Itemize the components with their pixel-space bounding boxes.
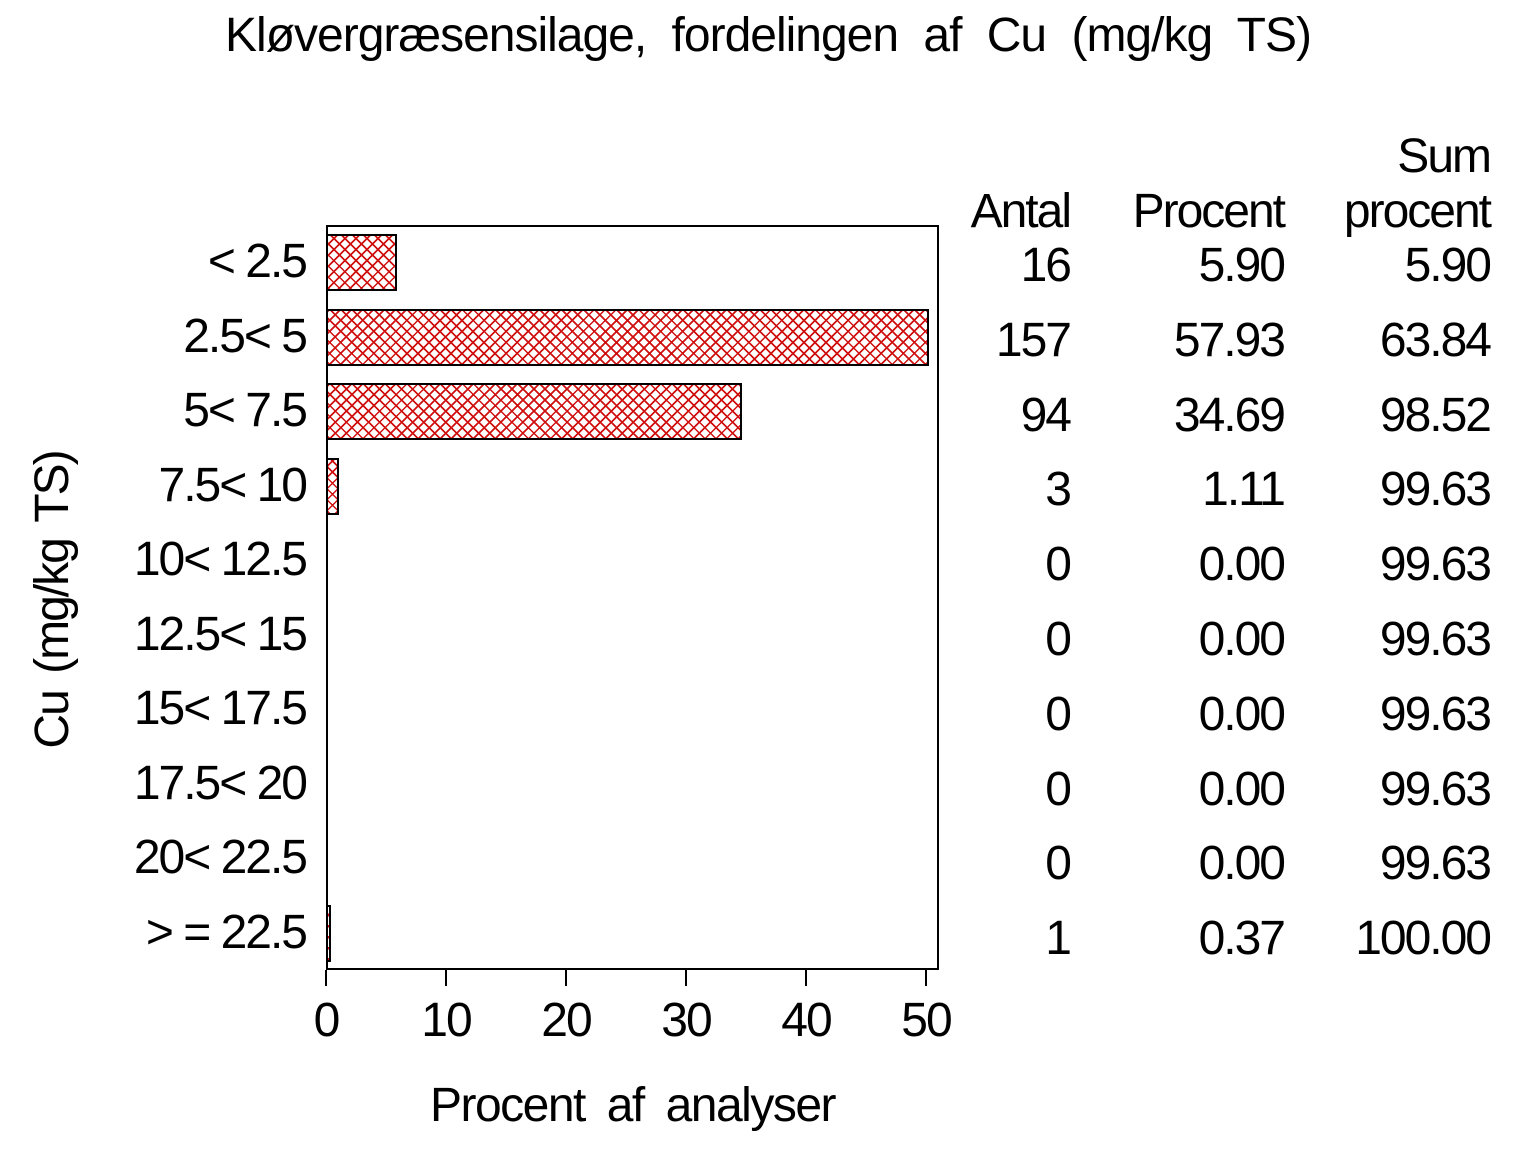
- x-tick-label: 40: [781, 994, 832, 1047]
- bar-3: [326, 458, 339, 515]
- table-header-sum-line2: procent: [1343, 185, 1492, 238]
- y-category-label: 15< 17.5: [133, 682, 308, 735]
- y-category-label: 12.5< 15: [133, 608, 308, 661]
- table-header-sum-line1: Sum: [1397, 130, 1492, 183]
- table-cell-antal: 0: [1045, 538, 1072, 591]
- y-category-label: 20< 22.5: [133, 831, 308, 884]
- bar-2: [326, 383, 742, 440]
- table-cell-sum: 99.63: [1379, 613, 1492, 666]
- table-cell-antal: 0: [1045, 613, 1072, 666]
- table-cell-sum: 63.84: [1379, 314, 1492, 367]
- x-axis-label: Procent af analyser: [429, 1079, 837, 1132]
- table-cell-antal: 0: [1045, 688, 1072, 741]
- table-cell-sum: 5.90: [1404, 239, 1492, 292]
- table-header-procent: Procent: [1132, 185, 1286, 238]
- table-cell-sum: 100.00: [1355, 912, 1492, 965]
- y-category-label: > = 22.5: [145, 906, 308, 959]
- x-tick: [445, 970, 447, 986]
- table-cell-procent: 0.00: [1198, 763, 1286, 816]
- x-tick-label: 30: [661, 994, 712, 1047]
- table-cell-antal: 3: [1045, 463, 1072, 516]
- plot-area: [326, 225, 939, 970]
- x-tick-label: 10: [421, 994, 472, 1047]
- bar-1: [326, 309, 929, 366]
- table-cell-sum: 99.63: [1379, 688, 1492, 741]
- y-category-label: < 2.5: [207, 235, 308, 288]
- table-cell-procent: 57.93: [1173, 314, 1286, 367]
- table-cell-procent: 0.00: [1198, 538, 1286, 591]
- y-category-label: 17.5< 20: [133, 757, 308, 810]
- x-tick: [685, 970, 687, 986]
- chart-title: Kløvergræsensilage, fordelingen af Cu (m…: [225, 9, 1312, 62]
- x-tick-label: 0: [313, 994, 341, 1047]
- y-category-label: 10< 12.5: [133, 533, 308, 586]
- y-category-label: 2.5< 5: [183, 310, 308, 363]
- y-category-label: 5< 7.5: [183, 384, 308, 437]
- table-cell-procent: 1.11: [1202, 463, 1286, 516]
- table-cell-procent: 34.69: [1173, 389, 1286, 442]
- x-tick-label: 50: [901, 994, 952, 1047]
- table-cell-procent: 0.00: [1198, 688, 1286, 741]
- table-cell-sum: 99.63: [1379, 837, 1492, 890]
- table-cell-procent: 0.37: [1198, 912, 1286, 965]
- table-cell-antal: 157: [995, 314, 1072, 367]
- bar-9: [326, 905, 331, 962]
- table-cell-antal: 1: [1045, 912, 1072, 965]
- y-category-label: 7.5< 10: [158, 459, 308, 512]
- x-tick: [925, 970, 927, 986]
- x-tick: [805, 970, 807, 986]
- table-cell-sum: 99.63: [1379, 763, 1492, 816]
- table-cell-antal: 0: [1045, 837, 1072, 890]
- table-cell-antal: 94: [1020, 389, 1072, 442]
- table-cell-sum: 99.63: [1379, 538, 1492, 591]
- x-tick: [565, 970, 567, 986]
- x-tick: [325, 970, 327, 986]
- table-cell-procent: 5.90: [1198, 239, 1286, 292]
- table-cell-sum: 98.52: [1379, 389, 1492, 442]
- table-cell-procent: 0.00: [1198, 613, 1286, 666]
- table-cell-procent: 0.00: [1198, 837, 1286, 890]
- x-tick-label: 20: [541, 994, 592, 1047]
- table-cell-antal: 16: [1020, 239, 1072, 292]
- bar-0: [326, 234, 397, 291]
- table-cell-sum: 99.63: [1379, 463, 1492, 516]
- table-cell-antal: 0: [1045, 763, 1072, 816]
- table-header-antal: Antal: [970, 185, 1072, 238]
